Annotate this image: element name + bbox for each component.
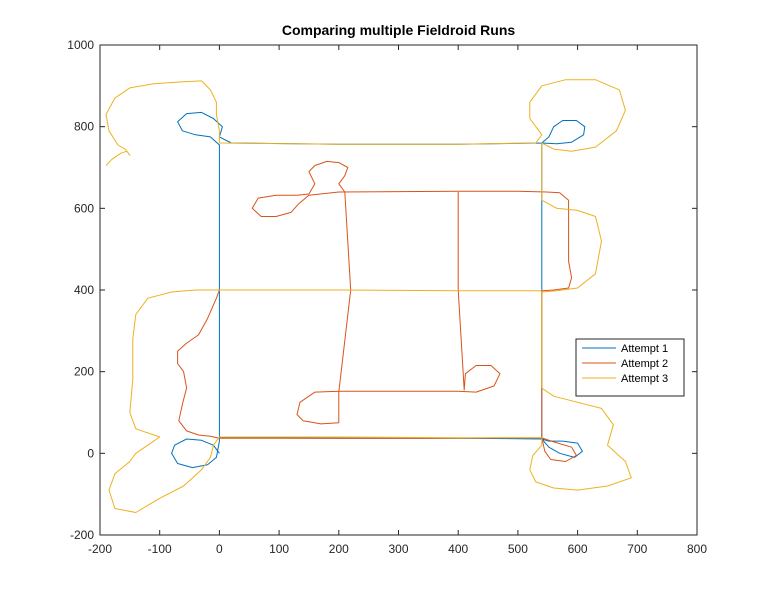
x-tick-label: 400 [448, 542, 468, 556]
y-tick-label: 400 [74, 283, 94, 297]
y-tick-label: 0 [87, 446, 94, 460]
x-tick-label: 200 [329, 542, 349, 556]
x-tick-label: 800 [687, 542, 707, 556]
series-line-attempt-2 [177, 160, 577, 462]
y-tick-label: 1000 [67, 38, 94, 52]
legend-label-attempt-3: Attempt 3 [621, 373, 668, 385]
series-layer [105, 79, 632, 513]
series-line-attempt-3 [105, 79, 632, 513]
x-tick-label: 700 [627, 542, 647, 556]
legend-label-attempt-1: Attempt 1 [621, 343, 668, 355]
y-tick-label: 800 [74, 120, 94, 134]
x-tick-label: -200 [88, 542, 112, 556]
x-tick-label: 100 [269, 542, 289, 556]
y-tick-label: 200 [74, 365, 94, 379]
x-tick-label: 0 [216, 542, 223, 556]
x-tick-label: 600 [568, 542, 588, 556]
x-tick-label: 500 [508, 542, 528, 556]
axis-ticks: -200 -100 0 100 200 300 400 500 600 700 800 -200 0 20… [67, 38, 707, 556]
y-tick-label: 600 [74, 201, 94, 215]
y-tick-label: -200 [70, 528, 94, 542]
chart-title: Comparing multiple Fieldroid Runs [282, 22, 516, 38]
x-tick-label: -100 [148, 542, 172, 556]
x-tick-label: 300 [388, 542, 408, 556]
legend-label-attempt-2: Attempt 2 [621, 358, 668, 370]
legend: Attempt 1 Attempt 2 Attempt 3 [575, 338, 685, 397]
